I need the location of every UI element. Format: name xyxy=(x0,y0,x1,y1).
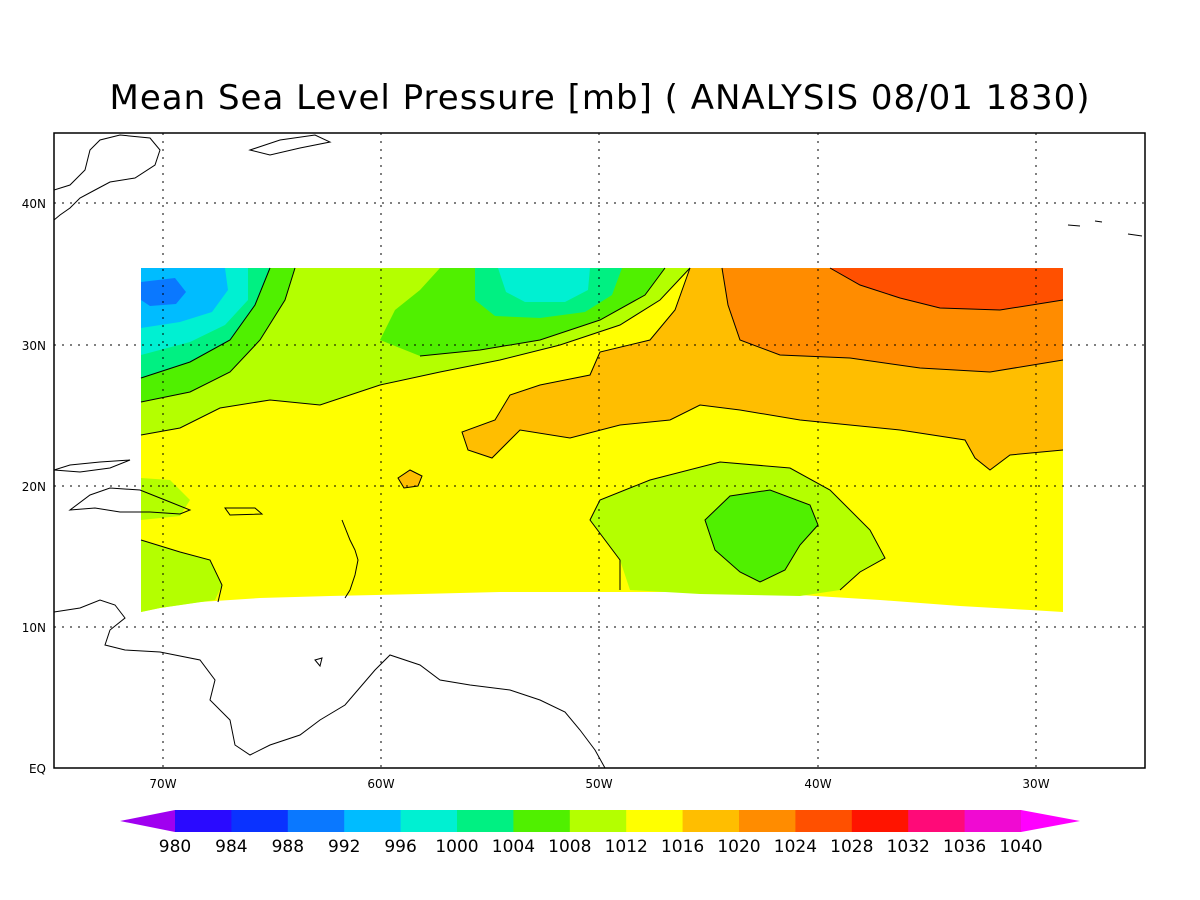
lon-tick-label: 40W xyxy=(804,777,831,791)
colorbar-level-label: 984 xyxy=(215,837,247,857)
colorbar-level-label: 1000 xyxy=(435,837,478,857)
colorbar-segment xyxy=(682,810,740,832)
colorbar-level-label: 1028 xyxy=(830,837,873,857)
lat-tick-label: 40N xyxy=(22,197,46,211)
colorbar-segment xyxy=(851,810,909,832)
lat-tick-label: EQ xyxy=(29,762,46,776)
colorbar-segment xyxy=(457,810,514,832)
pressure-field xyxy=(140,267,1064,612)
region-1012-west xyxy=(141,478,190,520)
lon-tick-label: 70W xyxy=(149,777,176,791)
colorbar-segment xyxy=(513,810,571,832)
coastline-caribbean-islands xyxy=(68,487,192,515)
colorbar-segment xyxy=(626,810,684,832)
plot-frame xyxy=(53,132,1146,769)
colorbar-level-label: 1008 xyxy=(548,837,591,857)
lon-tick-labels: 70W 60W 50W 40W 30W xyxy=(149,777,1049,791)
coastline-cuba xyxy=(54,459,131,473)
colorbar-segment xyxy=(344,810,402,832)
colorbar-segment xyxy=(795,810,853,832)
colorbar-level-label: 980 xyxy=(159,837,191,857)
colorbar-arrow-low xyxy=(120,810,175,832)
colorbar-level-label: 996 xyxy=(384,837,416,857)
coastline-lesser-antilles xyxy=(341,519,359,599)
coastline-trinidad xyxy=(314,657,323,668)
colorbar-segment xyxy=(964,810,1022,832)
colorbar-level-label: 992 xyxy=(328,837,360,857)
graticule xyxy=(54,133,1145,768)
colorbar-segment xyxy=(569,810,627,832)
coastlines xyxy=(54,134,1143,768)
coastline-north-america xyxy=(54,134,161,221)
colorbar-arrow-high xyxy=(1021,810,1080,832)
coastline-south-america xyxy=(54,599,606,768)
colorbar: 980 984 988 992 996 1000 1004 1008 1012 1016 1020 1… xyxy=(120,810,1080,857)
low-center-northwest xyxy=(141,278,186,306)
coastline-newfoundland xyxy=(248,134,332,156)
contour-lines xyxy=(140,267,1064,603)
colorbar-segment xyxy=(908,810,966,832)
colorbar-level-label: 988 xyxy=(272,837,304,857)
colorbar-segment xyxy=(739,810,796,832)
colorbar-level-label: 1036 xyxy=(943,837,986,857)
lon-tick-label: 60W xyxy=(367,777,394,791)
region-1012-small xyxy=(354,270,376,284)
colorbar-segment xyxy=(175,810,232,832)
region-1008-south xyxy=(705,490,818,582)
region-1028-east xyxy=(830,268,1063,310)
colorbar-level-label: 1012 xyxy=(605,837,648,857)
colorbar-level-label: 1016 xyxy=(661,837,704,857)
map-title: Mean Sea Level Pressure [mb] ( ANALYSIS … xyxy=(109,78,1091,118)
region-1000-north xyxy=(498,268,590,302)
colorbar-level-label: 1020 xyxy=(717,837,760,857)
lat-tick-label: 10N xyxy=(22,621,46,635)
coastline-azores xyxy=(1067,220,1143,237)
colorbar-segment xyxy=(400,810,458,832)
colorbar-level-label: 1040 xyxy=(999,837,1042,857)
coastline-puerto-rico xyxy=(224,507,264,516)
lon-tick-label: 50W xyxy=(585,777,612,791)
lat-tick-label: 20N xyxy=(22,480,46,494)
colorbar-level-label: 1032 xyxy=(887,837,930,857)
colorbar-segment xyxy=(287,810,345,832)
lat-tick-labels: EQ 10N 20N 30N 40N xyxy=(22,197,46,776)
colorbar-segment xyxy=(231,810,289,832)
lon-tick-label: 30W xyxy=(1022,777,1049,791)
colorbar-level-label: 1024 xyxy=(774,837,817,857)
colorbar-level-label: 1004 xyxy=(492,837,535,857)
lat-tick-label: 30N xyxy=(22,339,46,353)
